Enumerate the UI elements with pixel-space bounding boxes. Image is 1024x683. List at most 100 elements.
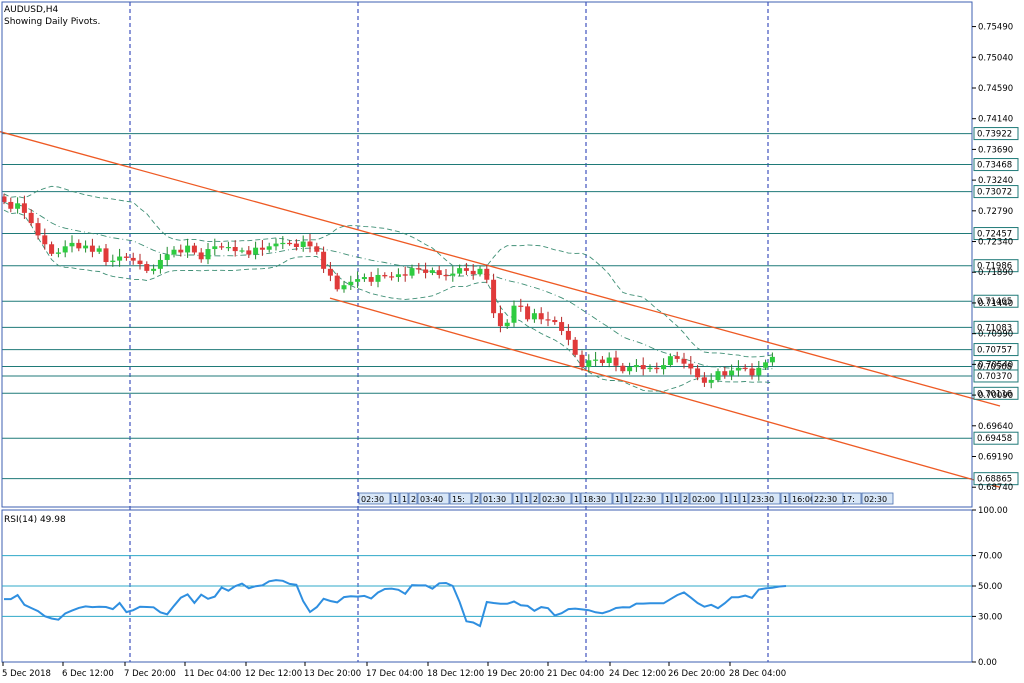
- pivot-level-box: [973, 227, 1019, 241]
- pivot-level-label: 0.71083: [977, 323, 1012, 333]
- candle-body: [293, 243, 299, 247]
- pivot-time-flag: [739, 492, 749, 505]
- candle-body: [368, 277, 374, 282]
- pivot-time-flag: [621, 492, 631, 505]
- pivot-level-label: 0.70757: [977, 346, 1012, 356]
- time-axis-label: 24 Dec 12:00: [609, 669, 666, 679]
- pivot-time-flag: [811, 492, 844, 505]
- candle-body: [504, 322, 510, 327]
- candle-body: [491, 279, 497, 314]
- pivot-time-flag-label: 1: [524, 495, 529, 504]
- chart-subtitle: Showing Daily Pivots.: [4, 17, 100, 27]
- candle-body: [395, 274, 401, 278]
- candle-body: [627, 367, 633, 372]
- candle-body: [756, 367, 762, 376]
- candle-body: [545, 319, 551, 321]
- candle-body: [96, 248, 102, 252]
- rsi-axis-label: 100.00: [978, 506, 1008, 516]
- price-axis-label: 0.71890: [978, 268, 1013, 278]
- candle-body: [695, 368, 701, 378]
- pivot-time-flag: [580, 492, 613, 505]
- time-axis-label: 5 Dec 2018: [2, 669, 51, 679]
- pivot-time-flag: [358, 492, 391, 505]
- candle-body: [552, 320, 558, 323]
- candle-body: [389, 276, 395, 278]
- candle-body: [361, 277, 367, 280]
- candle-body: [667, 356, 673, 366]
- pivot-time-flag-label: 1: [742, 495, 747, 504]
- price-axis-label: 0.71440: [978, 299, 1013, 309]
- pivot-time-flag: [417, 492, 450, 505]
- time-axis-label: 19 Dec 20:00: [487, 669, 544, 679]
- pivot-level-box: [973, 472, 1019, 486]
- pivot-time-flag: [408, 492, 418, 505]
- candle-body: [518, 305, 524, 307]
- time-axis-label: 28 Dec 04:00: [729, 669, 786, 679]
- candle-body: [191, 245, 197, 253]
- pivot-time-flag: [630, 492, 663, 505]
- pivot-time-flag-label: 1: [624, 495, 629, 504]
- candle-body: [647, 367, 653, 370]
- pivot-level-label: 0.73468: [977, 161, 1012, 171]
- candle-body: [327, 268, 333, 276]
- candle-body: [348, 281, 354, 286]
- candle-body: [484, 268, 490, 280]
- pivot-time-flag-label: 16:00: [792, 495, 815, 504]
- price-axis-label: 0.72790: [978, 207, 1013, 217]
- pivot-time-flag-label: 1: [393, 495, 398, 504]
- candle-body: [137, 260, 143, 265]
- pivot-time-flag: [861, 492, 894, 505]
- pivot-time-flag-label: 1: [402, 495, 407, 504]
- candle-body: [76, 242, 82, 249]
- pivot-time-flag-label: 02:30: [864, 495, 887, 504]
- rsi-axis-label: 30.00: [978, 612, 1002, 622]
- candle-body: [21, 203, 27, 213]
- candle-body: [375, 274, 381, 282]
- candle-body: [572, 339, 578, 355]
- pivot-level-label: 0.68865: [977, 475, 1012, 485]
- pivot-time-flag-label: 2: [474, 495, 479, 504]
- candle-body: [185, 245, 191, 253]
- candle-body: [117, 256, 123, 261]
- candle-body: [429, 270, 435, 273]
- bollinger-upper-line: [3, 185, 773, 358]
- candle-body: [246, 250, 252, 255]
- pivot-time-flag-label: 1: [615, 495, 620, 504]
- price-pane-frame: [1, 1, 973, 508]
- pivot-time-flag-label: 1: [574, 495, 579, 504]
- price-axis-label: 0.75490: [978, 23, 1013, 33]
- pivot-time-flag: [399, 492, 409, 505]
- candle-body: [355, 279, 361, 282]
- price-axis-label: 0.74590: [978, 84, 1013, 94]
- pivot-time-flag-label: 1: [733, 495, 738, 504]
- candle-body: [280, 242, 286, 245]
- candle-body: [55, 252, 61, 254]
- pivot-time-flag-label: 1: [665, 495, 670, 504]
- rsi-line: [4, 579, 787, 628]
- rsi-axis-label: 0.00: [978, 658, 997, 668]
- time-axis-label: 21 Dec 04:00: [547, 669, 604, 679]
- time-axis-label: 26 Dec 20:00: [668, 669, 725, 679]
- pivot-time-flag-label: 03:40: [420, 495, 443, 504]
- pivot-time-flag: [748, 492, 781, 505]
- pivot-time-flag: [390, 492, 400, 505]
- pivot-time-flag-label: 23:30: [751, 495, 774, 504]
- candle-body: [579, 354, 585, 368]
- pivot-level-label: 0.70508: [977, 363, 1012, 373]
- candle-body: [307, 241, 313, 247]
- candle-body: [654, 367, 660, 370]
- candle-body: [436, 270, 442, 275]
- candle-body: [212, 246, 218, 250]
- candle-body: [511, 305, 517, 323]
- price-axis-label: 0.73690: [978, 145, 1013, 155]
- price-axis-label: 0.74140: [978, 115, 1013, 125]
- candle-body: [89, 245, 95, 252]
- candle-body: [171, 249, 177, 255]
- candle-body: [409, 268, 415, 276]
- candle-body: [62, 246, 68, 253]
- candle-body: [300, 241, 306, 247]
- candle-body: [457, 268, 463, 274]
- candle-body: [178, 249, 184, 253]
- rsi-axis-label: 70.00: [978, 552, 1002, 562]
- candle-body: [157, 259, 163, 269]
